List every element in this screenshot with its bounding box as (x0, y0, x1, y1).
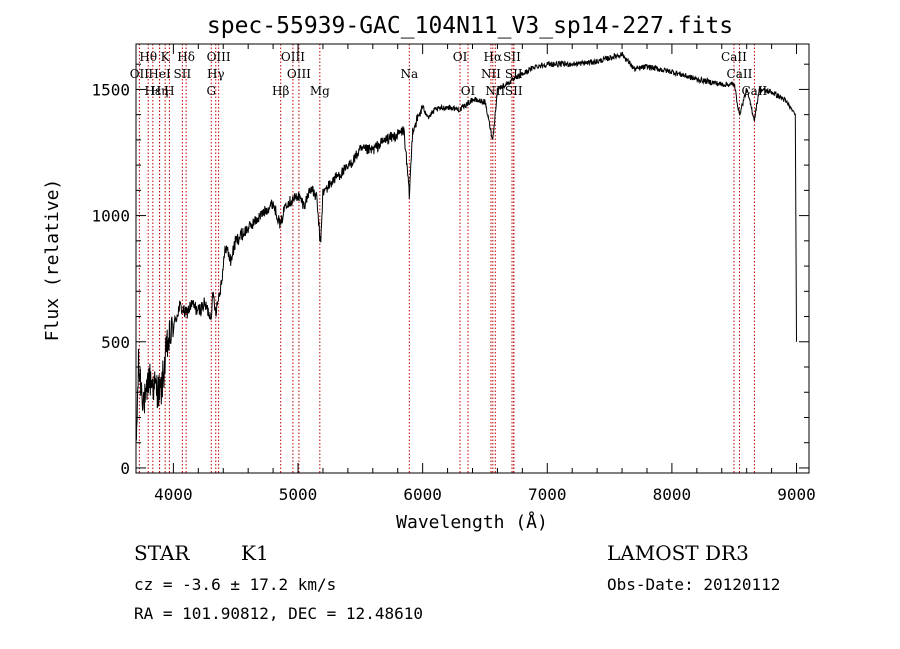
marker-label: OIII (287, 67, 311, 81)
marker-label: OI (461, 84, 476, 98)
marker-label: G (206, 84, 216, 98)
marker-label: SII (174, 67, 192, 81)
marker-label: Na (400, 67, 418, 81)
marker-label: CaII (721, 50, 747, 64)
object-subclass: K1 (241, 541, 269, 565)
marker-label: Hθ (139, 50, 157, 64)
marker-label: H (164, 84, 174, 98)
marker-label: Hβ (272, 84, 289, 98)
marker-label: Hε (144, 84, 161, 98)
marker-label: CaII (727, 67, 753, 81)
y-tick-label: 1000 (91, 207, 130, 226)
obs-date: Obs-Date: 20120112 (607, 575, 780, 594)
marker-label: Hγ (207, 67, 225, 81)
survey-name: LAMOST DR3 (607, 541, 749, 565)
x-axis: 4000 5000 6000 7000 8000 9000 (154, 44, 816, 504)
x-tick-label: 9000 (777, 485, 816, 504)
chart-title: spec-55939-GAC_104N11_V3_sp14-227.fits (207, 13, 733, 39)
coordinates-text: RA = 101.90812, DEC = 12.48610 (134, 604, 423, 623)
x-tick-label: 6000 (403, 485, 442, 504)
marker-label: Mg (310, 84, 330, 98)
spectrum-line (135, 51, 797, 441)
redshift-text: cz = -3.6 ± 17.2 km/s (134, 575, 336, 594)
marker-label: Hη (151, 84, 169, 98)
plot-frame (135, 43, 810, 474)
y-axis: 0 500 1000 1500 (91, 63, 809, 478)
y-axis-label: Flux (relative) (42, 179, 63, 342)
y-tick-label: 1500 (91, 80, 130, 99)
marker-label: NII (481, 67, 501, 81)
marker-label: HeI (148, 67, 171, 81)
x-tick-label: 4000 (154, 485, 193, 504)
marker-label: OIII (207, 50, 231, 64)
x-axis-label: Wavelength (Å) (396, 511, 548, 533)
y-tick-label: 500 (101, 333, 130, 352)
y-tick-label: 0 (120, 459, 130, 478)
marker-label: SII (505, 84, 523, 98)
line-markers (138, 44, 755, 473)
marker-label: Hδ (177, 50, 195, 64)
marker-label: K (161, 50, 171, 64)
marker-label: SII (503, 50, 521, 64)
x-tick-label: 5000 (279, 485, 318, 504)
x-tick-label: 7000 (528, 485, 567, 504)
object-class: STAR (134, 541, 190, 565)
marker-label: Hα (484, 50, 503, 64)
marker-label: OII (130, 67, 150, 81)
x-tick-label: 8000 (653, 485, 692, 504)
series-layer (135, 51, 797, 441)
marker-label: OI (453, 50, 468, 64)
marker-label: OIII (281, 50, 305, 64)
